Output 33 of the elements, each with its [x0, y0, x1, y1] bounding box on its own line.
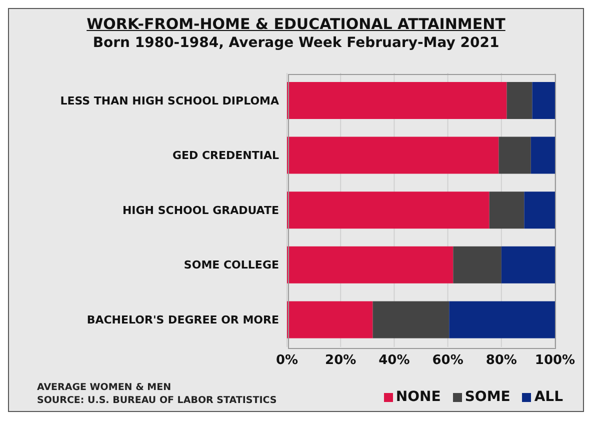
- bar: [498, 136, 531, 174]
- bar: [501, 246, 555, 284]
- x-tick-label: 20%: [325, 353, 356, 368]
- chart-title: WORK-FROM-HOME & EDUCATIONAL ATTAINMENT: [86, 15, 506, 33]
- bar: [449, 301, 555, 338]
- bar: [287, 136, 499, 174]
- x-tick-label: 0%: [276, 353, 298, 368]
- x-tick-label: 100%: [534, 353, 576, 368]
- y-tick-label: BACHELOR'S DEGREE OR MORE: [86, 314, 279, 327]
- source-note: SOURCE: U.S. BUREAU OF LABOR STATISTICS: [37, 394, 277, 407]
- bar: [287, 82, 507, 119]
- x-tick-label: 80%: [486, 353, 517, 368]
- bar: [287, 192, 490, 229]
- y-tick-label: GED CREDENTIAL: [172, 149, 279, 162]
- y-tick-label: HIGH SCHOOL GRADUATE: [122, 204, 279, 217]
- legend-label: NONE: [396, 389, 441, 405]
- text: AVERAGE WOMEN & MEN: [37, 381, 172, 394]
- bar: [453, 246, 502, 284]
- y-tick-label: SOME COLLEGE: [184, 258, 279, 272]
- x-tick-label: 60%: [432, 353, 464, 368]
- bar: [530, 136, 555, 174]
- legend-label: ALL: [534, 389, 563, 405]
- bar: [524, 192, 555, 229]
- bar: [287, 246, 454, 284]
- chart-subtitle: Born 1980-1984, Average Week February-May 2021: [92, 35, 500, 51]
- legend-label: SOME: [464, 389, 510, 405]
- bar: [489, 192, 524, 229]
- bar: [532, 82, 555, 119]
- bar: [372, 301, 450, 338]
- x-tick-label: 40%: [378, 353, 410, 368]
- bar: [506, 82, 532, 119]
- y-tick-label: LESS THAN HIGH SCHOOL DIPLOMA: [60, 94, 280, 108]
- bar: [287, 301, 373, 338]
